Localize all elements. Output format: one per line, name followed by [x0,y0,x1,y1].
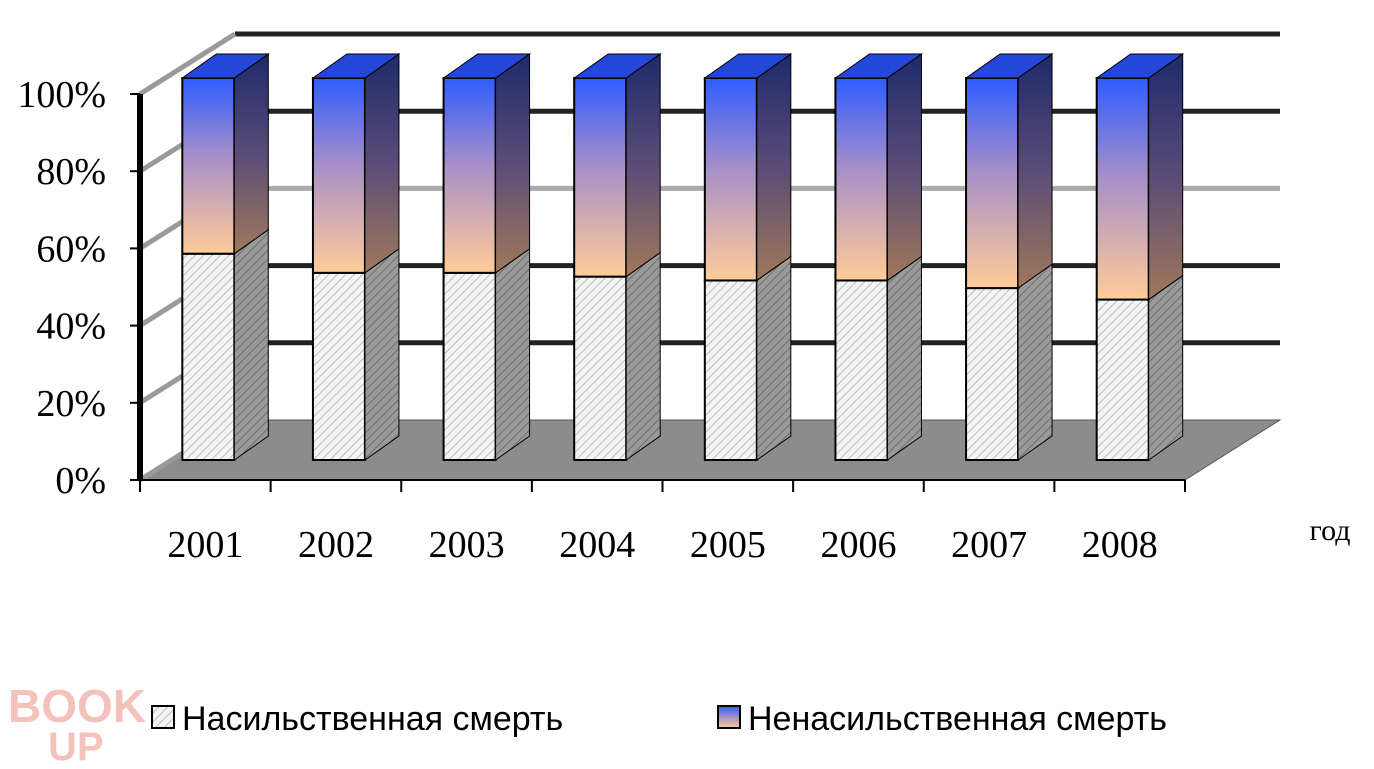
y-tick-label: 40% [36,306,106,348]
bar-top-cap-2004 [572,53,662,79]
bar-stack-2005 [703,53,793,461]
bar-stack-2001 [180,53,270,461]
x-tick-label: 2002 [298,524,374,566]
bar-nonviolent-side-2004 [625,53,661,278]
bar-nonviolent-side-2008 [1148,53,1184,301]
bar-stack-2002 [311,53,401,461]
bar-nonviolent-2008 [1095,77,1150,301]
bar-stack-2007 [964,53,1054,461]
watermark-line1: BOOK [8,680,146,732]
bar-nonviolent-2005 [703,77,758,282]
bar-violent-2006 [834,279,889,461]
watermark-line2: UP [48,725,104,769]
bar-violent-side-2004 [625,251,661,461]
bar-top-cap-2005 [703,53,793,79]
bar-nonviolent-2002 [311,77,366,274]
x-tick-label: 2001 [167,524,243,566]
legend-swatch-violent [151,705,175,729]
y-tick-label: 80% [36,151,106,193]
y-tick-label: 100% [17,74,106,116]
bar-nonviolent-2003 [442,77,497,274]
bar-nonviolent-2007 [965,77,1020,290]
bar-violent-side-2002 [364,247,400,461]
bar-stack-2008 [1095,53,1185,461]
bar-nonviolent-side-2005 [756,53,792,282]
bars-group [180,53,1185,462]
bar-stack-2003 [441,53,532,461]
bar-stack-2004 [572,53,662,462]
bar-nonviolent-2004 [573,77,628,278]
x-tick-label: 2006 [820,524,896,566]
y-tick-label: 60% [36,228,106,270]
bar-violent-2007 [965,287,1020,461]
watermark-logo: BOOK UP [8,680,146,769]
y-tick-label: 20% [36,383,106,425]
bar-nonviolent-side-2006 [886,53,922,282]
x-tick-label: 2005 [690,524,766,566]
x-tick-label: 2007 [951,524,1027,566]
legend-label-nonviolent: Ненасильственная смерть [748,700,1167,738]
bar-violent-2002 [311,271,366,461]
x-tick-label: 2008 [1082,524,1158,566]
bar-nonviolent-side-2001 [233,53,269,255]
y-tick-label: 0% [55,460,106,502]
bar-nonviolent-side-2002 [364,53,400,274]
bar-violent-2008 [1095,298,1150,461]
gridline-diagonal [138,31,237,97]
bar-stack-2006 [833,53,924,461]
bar-top-cap-2002 [311,53,401,79]
axis-labels: 0% 20% 40% 60% 80% 100% 2001 2002 2003 2004 2005 20… [17,74,1157,566]
bar-top-cap-2003 [441,53,532,79]
bar-top-cap-2008 [1095,53,1185,79]
bar-violent-side-2005 [756,255,792,461]
bar-violent-2004 [573,275,628,462]
bar-violent-2005 [703,279,758,461]
x-tick-label: 2004 [559,524,635,566]
bar-violent-side-2001 [233,228,269,461]
legend: Насильственная смерть Ненасильственная с… [151,700,1167,738]
bar-violent-side-2008 [1148,274,1184,461]
bar-top-cap-2007 [964,53,1054,79]
bar-nonviolent-2001 [181,77,236,255]
bar-nonviolent-side-2007 [1017,53,1053,290]
x-axis-title: год [1310,514,1351,547]
bar-violent-side-2006 [886,255,922,461]
bar-top-cap-2006 [833,53,924,79]
legend-label-violent: Насильственная смерть [182,700,563,738]
legend-swatch-nonviolent [717,705,741,729]
bar-nonviolent-side-2003 [495,53,531,274]
bar-violent-2001 [181,252,236,461]
bar-nonviolent-2006 [834,77,889,282]
bar-violent-side-2007 [1017,263,1053,461]
x-tick-label: 2003 [429,524,505,566]
bar-top-cap-2001 [180,53,270,79]
bar-violent-side-2003 [495,247,531,461]
bar-violent-2003 [442,271,497,461]
